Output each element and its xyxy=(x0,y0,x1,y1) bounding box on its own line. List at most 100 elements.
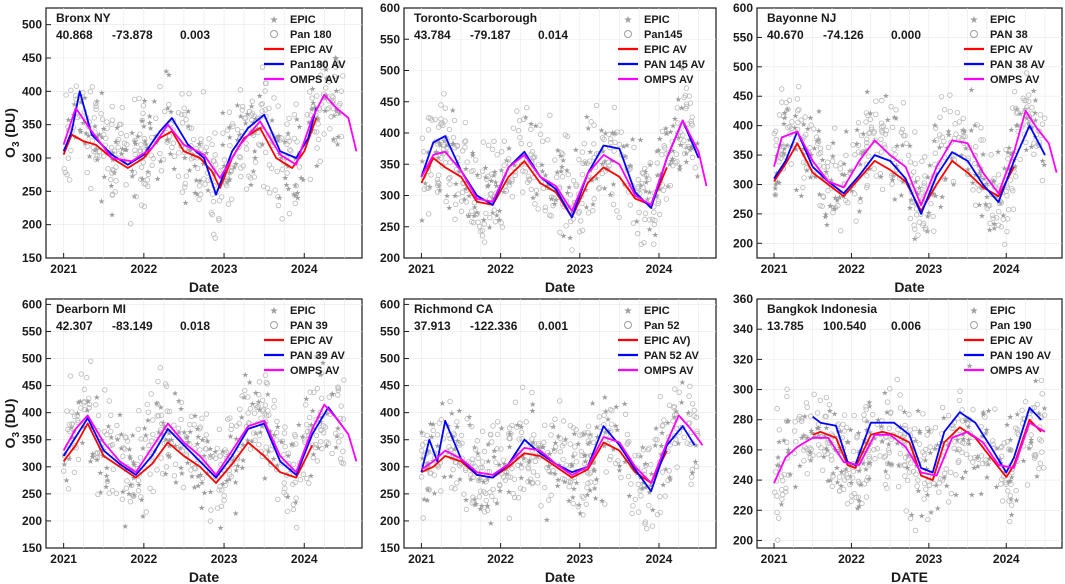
epic-point: ★ xyxy=(486,223,493,232)
pandora-point xyxy=(443,198,449,205)
pandora-point xyxy=(228,169,234,175)
x-axis-title: Date xyxy=(894,279,925,295)
pandora-point xyxy=(425,115,432,121)
epic-point: ★ xyxy=(419,157,426,166)
x-axis-title: DATE xyxy=(891,569,928,584)
epic-point: ★ xyxy=(323,91,330,100)
epic-point: ★ xyxy=(232,509,239,518)
series-line-3 xyxy=(420,119,708,213)
pandora-point xyxy=(149,162,155,169)
epic-point: ★ xyxy=(251,147,258,156)
pandora-point xyxy=(88,185,94,192)
pandora-point xyxy=(210,158,217,164)
epic-point: ★ xyxy=(86,152,93,161)
pandora-point xyxy=(251,174,257,180)
epic-point: ★ xyxy=(151,97,158,106)
pandora-point xyxy=(480,139,486,145)
pandora-point xyxy=(539,138,546,145)
y-tick-label: 450 xyxy=(380,95,400,109)
y-tick-label: 350 xyxy=(22,118,42,132)
y-tick-label: 600 xyxy=(380,297,400,311)
pandora-point xyxy=(674,158,680,165)
pandora-point xyxy=(68,87,74,94)
pandora-point xyxy=(118,121,124,127)
pandora-point xyxy=(651,209,657,216)
pandora-point xyxy=(458,208,465,215)
epic-point: ★ xyxy=(642,187,649,196)
epic-point: ★ xyxy=(496,206,503,215)
epic-point: ★ xyxy=(285,452,292,461)
epic-point: ★ xyxy=(100,124,107,133)
epic-point: ★ xyxy=(587,148,594,157)
epic-point: ★ xyxy=(330,135,337,144)
epic-point: ★ xyxy=(140,122,147,131)
epic-point: ★ xyxy=(336,109,343,118)
pandora-point xyxy=(209,191,216,197)
epic-point: ★ xyxy=(322,107,329,116)
epic-point: ★ xyxy=(694,139,701,148)
x-tick-label: 2023 xyxy=(211,552,238,566)
panel-6: ★★★★★★★★★★★ ★★★★★★★★★★★★★★★★★★★★★★★ ★★★★★ ★… xyxy=(733,292,1063,584)
pandora-point xyxy=(65,155,72,161)
epic-point: ★ xyxy=(139,444,146,453)
pandora-point xyxy=(535,161,542,168)
epic-point: ★ xyxy=(664,418,671,427)
epic-point: ★ xyxy=(264,390,271,399)
epic-point: ★ xyxy=(138,116,145,125)
epic-point: ★ xyxy=(656,134,663,143)
pandora-point xyxy=(479,227,485,234)
epic-point: ★ xyxy=(565,183,572,192)
epic-point: ★ xyxy=(669,155,676,164)
epic-point: ★ xyxy=(857,194,864,203)
epic-point: ★ xyxy=(171,165,178,174)
legend-label: PAN 145 AV xyxy=(644,59,706,71)
epic-point: ★ xyxy=(425,148,432,157)
epic-point: ★ xyxy=(557,152,564,161)
epic-point: ★ xyxy=(323,65,330,74)
pandora-point xyxy=(558,150,565,156)
pandora-point xyxy=(689,154,696,161)
pandora-point xyxy=(491,207,497,213)
x-tick-label: 2021 xyxy=(408,262,435,276)
pandora-point xyxy=(196,196,202,203)
pandora-point xyxy=(440,146,447,152)
pandora-point xyxy=(581,140,587,147)
pandora-point xyxy=(640,170,646,177)
pandora-point xyxy=(590,208,596,214)
y-tick-label: 350 xyxy=(733,148,753,162)
pandora-point xyxy=(243,115,249,121)
epic-point: ★ xyxy=(918,512,925,521)
epic-point: ★ xyxy=(653,191,660,200)
x-tick-label: 2023 xyxy=(916,552,943,566)
epic-point: ★ xyxy=(108,181,115,190)
pandora-point xyxy=(773,142,779,149)
epic-point: ★ xyxy=(139,174,146,183)
epic-point: ★ xyxy=(985,406,992,415)
pandora-point xyxy=(229,121,236,127)
pandora-point xyxy=(667,182,674,189)
epic-point: ★ xyxy=(678,104,685,113)
epic-point: ★ xyxy=(676,165,683,174)
epic-point: ★ xyxy=(172,478,179,487)
site-coordinate: 40.868 xyxy=(56,28,93,42)
epic-point: ★ xyxy=(330,111,337,120)
epic-point: ★ xyxy=(675,95,682,104)
epic-point: ★ xyxy=(1033,472,1040,481)
pandora-point xyxy=(435,179,441,185)
pandora-point xyxy=(529,149,536,155)
epic-point: ★ xyxy=(118,149,125,158)
epic-point: ★ xyxy=(678,398,685,407)
epic-point: ★ xyxy=(422,179,429,188)
pandora-point xyxy=(220,130,226,136)
y-tick-label: 550 xyxy=(22,324,42,338)
epic-point: ★ xyxy=(109,156,116,165)
pandora-point xyxy=(249,110,256,116)
pandora-point xyxy=(128,220,134,227)
pandora-point xyxy=(116,151,122,157)
epic-point: ★ xyxy=(653,424,660,433)
epic-point: ★ xyxy=(99,133,106,142)
epic-point: ★ xyxy=(219,109,226,118)
epic-point: ★ xyxy=(612,421,619,430)
epic-point: ★ xyxy=(141,424,148,433)
